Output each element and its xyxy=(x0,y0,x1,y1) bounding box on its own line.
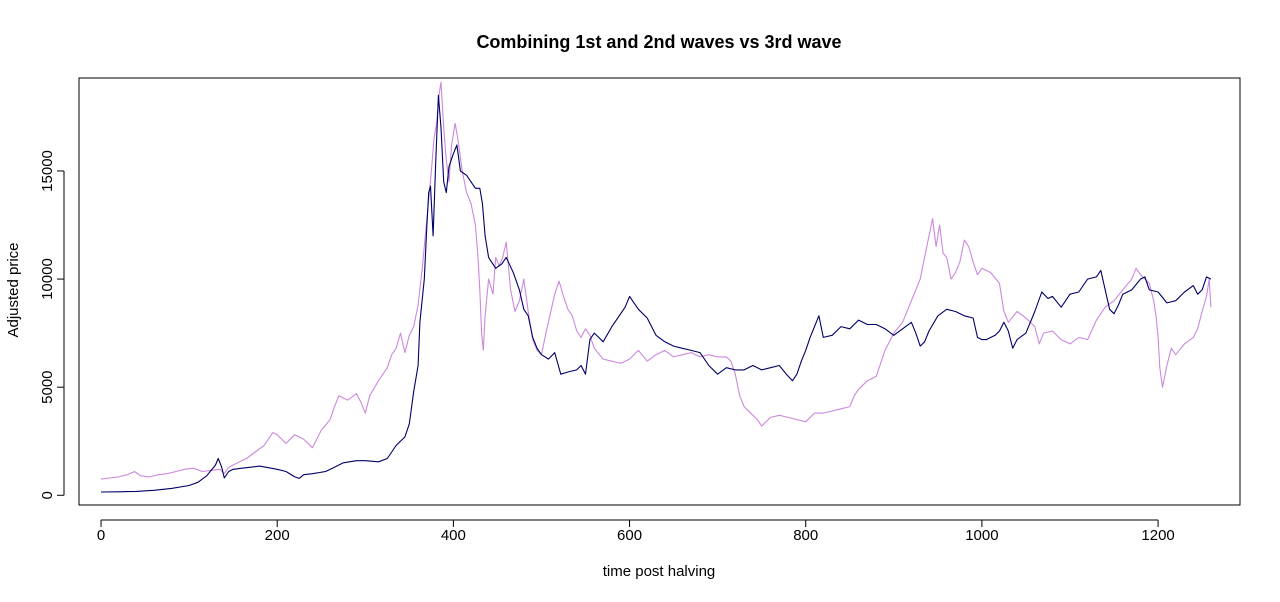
series-line-1 xyxy=(100,94,1212,493)
chart-title: Combining 1st and 2nd waves vs 3rd wave xyxy=(476,32,841,52)
y-axis-label: Adjusted price xyxy=(5,242,22,337)
y-axis: 0 5000 10000 15000 xyxy=(39,150,65,499)
x-tick-label: 600 xyxy=(617,527,642,544)
y-tick-label: 0 xyxy=(39,491,56,499)
y-tick-label: 10000 xyxy=(39,258,56,300)
y-tick-label: 5000 xyxy=(39,370,56,403)
plot-area xyxy=(100,81,1212,493)
x-tick-label: 200 xyxy=(265,527,290,544)
x-tick-label: 800 xyxy=(793,527,818,544)
x-tick-label: 0 xyxy=(97,527,105,544)
x-tick-label: 400 xyxy=(441,527,466,544)
plot-frame xyxy=(78,77,1241,506)
x-tick-label: 1000 xyxy=(965,527,998,544)
series-line-2 xyxy=(100,81,1212,480)
x-tick-label: 1200 xyxy=(1141,527,1174,544)
y-tick-label: 15000 xyxy=(39,150,56,192)
x-axis: 0 200 400 600 800 1000 1200 xyxy=(97,519,1175,544)
x-axis-label: time post halving xyxy=(603,563,716,580)
